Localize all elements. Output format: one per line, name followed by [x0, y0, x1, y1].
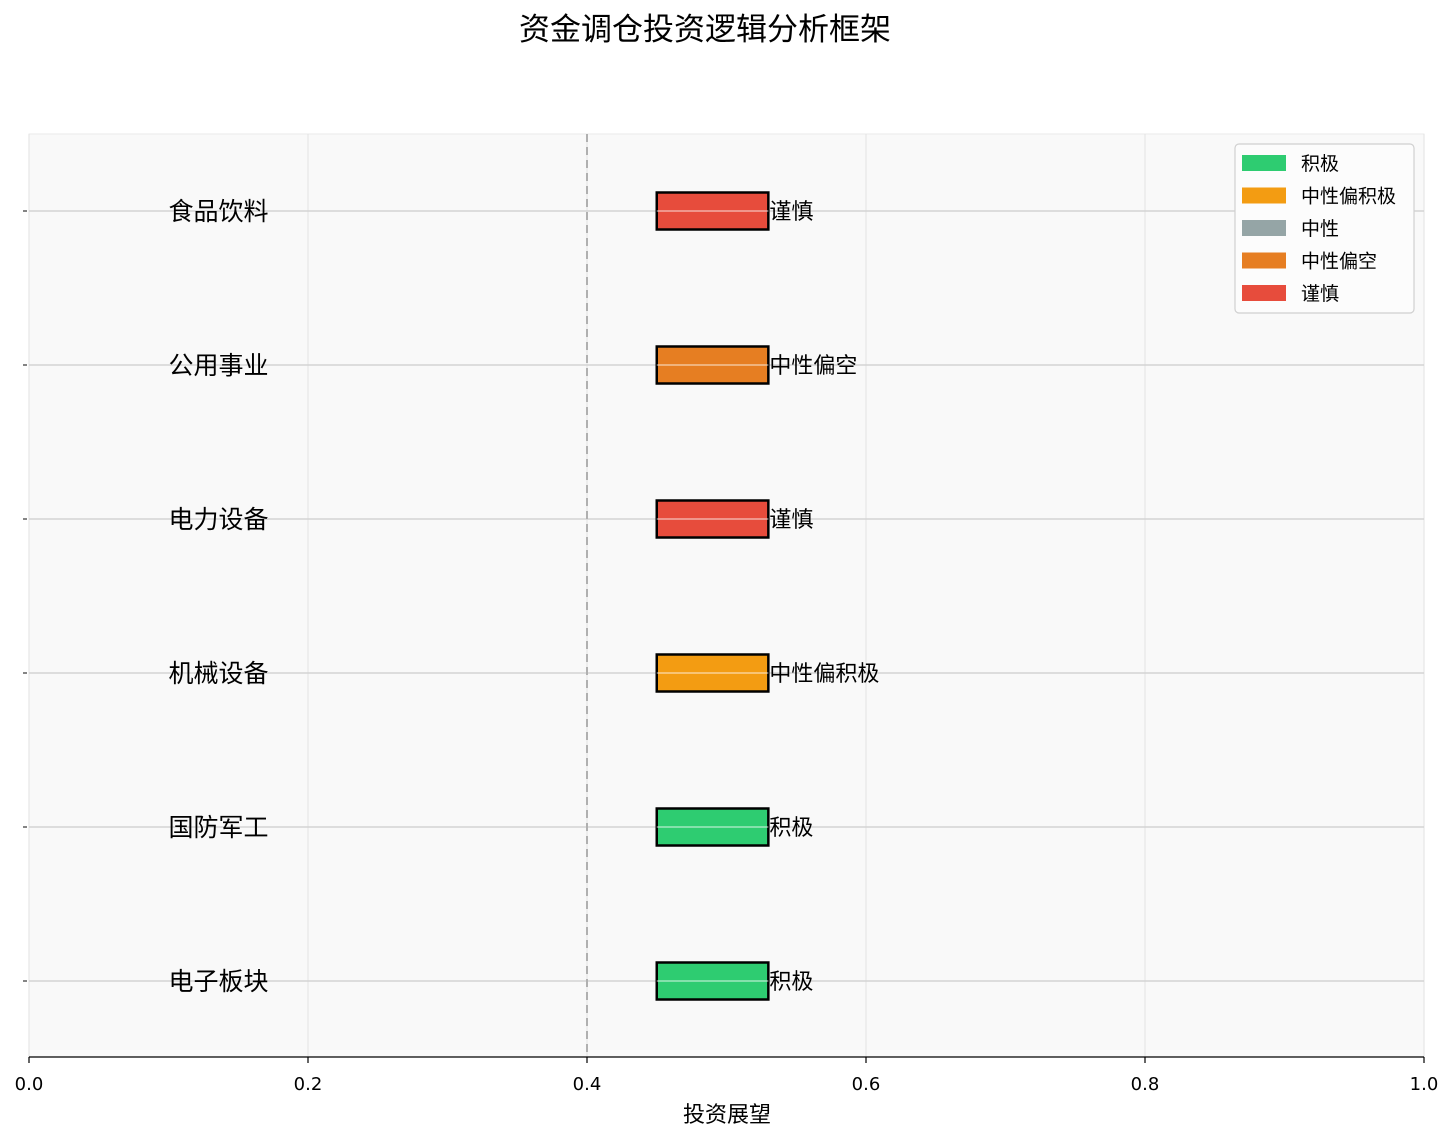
rating-label: 积极 [769, 816, 813, 841]
plot-background [28, 133, 1425, 1058]
legend-swatch [1242, 187, 1286, 204]
legend-label: 中性偏空 [1301, 251, 1377, 273]
category-label: 食品饮料 [169, 197, 269, 226]
legend-swatch [1242, 252, 1286, 269]
plot-area: 食品饮料 谨慎公用事业 中性偏空电力设备 谨慎机械设备 中性偏积极国防军工 积极电子板块积… [15, 133, 1439, 1095]
x-tick-label: 0.6 [852, 1074, 881, 1095]
legend-label: 中性 [1301, 218, 1339, 240]
x-tick-label: 0.4 [573, 1074, 602, 1095]
x-tick-label: 0.8 [1131, 1074, 1160, 1095]
legend-label: 中性偏积极 [1301, 186, 1396, 208]
x-tick-label: 1.0 [1410, 1074, 1439, 1095]
legend-swatch [1242, 285, 1286, 301]
x-axis-label: 投资展望 [683, 1103, 771, 1128]
rating-label: 谨慎 [769, 508, 813, 533]
category-label: 国防军工 [169, 813, 269, 842]
category-label: 机械设备 [169, 659, 269, 688]
rating-label: 中性偏积极 [769, 662, 879, 687]
category-label: 电力设备 [169, 505, 269, 534]
rating-label: 中性偏空 [769, 354, 857, 379]
rating-label: 积极 [769, 970, 813, 995]
rating-label: 谨慎 [769, 200, 813, 225]
legend-swatch [1242, 155, 1286, 171]
chart-title: 资金调仓投资逻辑分析框架 [519, 12, 891, 48]
legend-label: 积极 [1301, 153, 1339, 175]
legend-box [1234, 143, 1415, 314]
legend-swatch [1242, 220, 1286, 236]
x-tick-label: 0.2 [294, 1074, 323, 1095]
category-label: 公用事业 [169, 351, 269, 380]
legend-label: 谨慎 [1301, 283, 1339, 305]
category-label: 电子板块 [169, 967, 269, 996]
x-tick-label: 0.0 [15, 1074, 44, 1095]
